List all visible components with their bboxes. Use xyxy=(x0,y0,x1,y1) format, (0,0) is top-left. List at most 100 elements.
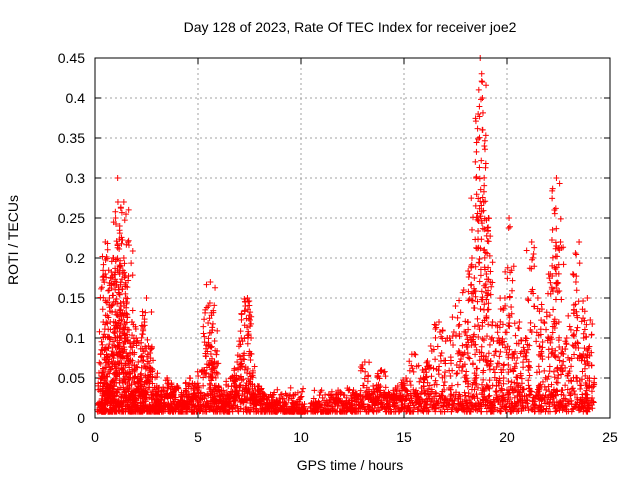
data-point xyxy=(497,408,504,415)
data-point xyxy=(553,225,560,232)
data-point xyxy=(570,271,577,278)
data-point xyxy=(120,255,127,261)
data-point xyxy=(125,206,132,213)
data-point xyxy=(471,274,478,281)
data-point xyxy=(454,400,461,407)
data-point xyxy=(556,334,563,341)
data-point xyxy=(516,389,523,396)
data-point xyxy=(535,388,542,395)
data-point xyxy=(138,334,145,341)
data-point xyxy=(497,401,504,408)
data-point xyxy=(581,365,588,372)
data-point xyxy=(319,401,326,408)
data-point xyxy=(441,372,448,379)
data-point xyxy=(115,320,122,327)
data-point xyxy=(418,384,425,391)
data-point xyxy=(168,404,175,411)
data-point xyxy=(474,210,481,217)
data-point xyxy=(438,392,445,399)
data-point xyxy=(485,238,492,245)
data-point xyxy=(568,363,575,370)
data-point xyxy=(103,364,110,371)
data-point xyxy=(496,353,503,360)
data-point xyxy=(541,395,548,402)
data-point xyxy=(380,369,387,376)
data-point xyxy=(250,406,257,413)
data-point xyxy=(237,382,244,389)
data-point xyxy=(541,320,548,327)
data-point xyxy=(462,378,469,385)
data-point xyxy=(484,306,491,313)
data-point xyxy=(234,352,241,359)
data-point xyxy=(471,323,478,330)
data-point xyxy=(578,318,585,325)
data-point xyxy=(201,339,208,346)
data-point xyxy=(105,394,112,401)
data-point xyxy=(454,314,461,321)
data-point xyxy=(111,325,118,332)
data-point xyxy=(584,347,591,354)
data-point xyxy=(505,224,512,231)
data-point xyxy=(542,374,549,381)
data-point xyxy=(130,392,137,399)
data-point xyxy=(483,82,490,89)
data-point xyxy=(281,399,288,406)
data-point xyxy=(517,372,524,379)
data-point xyxy=(474,365,481,372)
data-point xyxy=(107,318,114,325)
data-point xyxy=(518,375,525,382)
data-point xyxy=(485,405,492,412)
data-point xyxy=(114,175,121,181)
data-point xyxy=(113,324,120,331)
x-tick-label: 5 xyxy=(194,429,202,445)
data-point xyxy=(489,382,496,389)
data-point xyxy=(539,353,546,360)
data-point xyxy=(576,260,583,267)
data-point xyxy=(526,364,533,371)
data-point xyxy=(504,264,511,271)
data-point xyxy=(432,326,439,333)
data-point xyxy=(298,393,305,400)
data-point xyxy=(479,79,486,85)
data-point xyxy=(213,369,220,376)
data-point xyxy=(530,402,537,409)
data-point xyxy=(479,126,486,133)
data-point xyxy=(351,405,358,412)
data-point xyxy=(505,369,512,376)
data-point xyxy=(119,267,126,274)
data-point xyxy=(122,295,129,301)
data-point xyxy=(116,291,123,298)
data-point xyxy=(114,386,121,393)
y-tick-label: 0.2 xyxy=(66,250,86,266)
data-point xyxy=(475,322,482,329)
data-point xyxy=(459,342,466,349)
data-point xyxy=(455,323,462,330)
data-point xyxy=(455,347,462,354)
data-point xyxy=(131,351,138,358)
data-point xyxy=(545,346,552,353)
data-point xyxy=(447,354,454,361)
data-point xyxy=(463,368,470,375)
data-point xyxy=(551,374,558,381)
data-point xyxy=(427,390,434,397)
data-point xyxy=(230,395,237,402)
x-tick-label: 20 xyxy=(499,429,515,445)
data-point xyxy=(235,392,242,399)
data-point xyxy=(512,332,519,339)
data-point xyxy=(406,367,413,374)
data-point xyxy=(123,300,130,307)
data-point xyxy=(177,397,184,404)
data-point xyxy=(117,262,124,269)
data-point xyxy=(245,331,252,338)
data-point xyxy=(506,215,513,221)
data-point xyxy=(565,312,572,319)
data-point xyxy=(152,374,159,381)
data-point xyxy=(533,329,540,336)
data-point xyxy=(448,397,455,404)
data-point xyxy=(547,334,554,341)
data-point xyxy=(205,392,212,399)
data-point xyxy=(545,354,552,361)
data-point xyxy=(417,391,424,398)
data-point xyxy=(117,279,124,286)
